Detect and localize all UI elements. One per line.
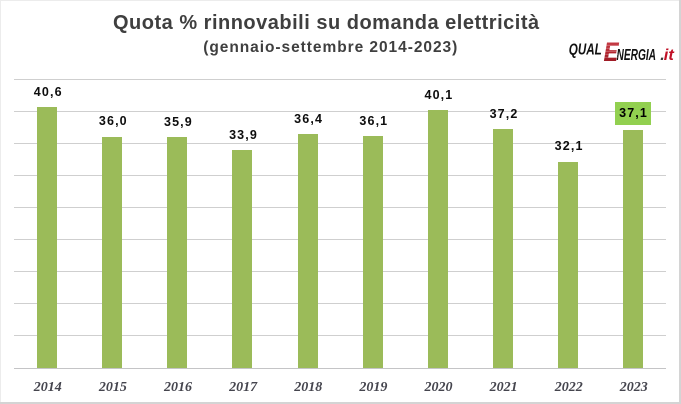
svg-text:it: it	[664, 47, 675, 64]
svg-text:.: .	[660, 47, 664, 64]
svg-text:QUAL: QUAL	[569, 42, 602, 59]
svg-text:NERGIA: NERGIA	[617, 47, 657, 64]
